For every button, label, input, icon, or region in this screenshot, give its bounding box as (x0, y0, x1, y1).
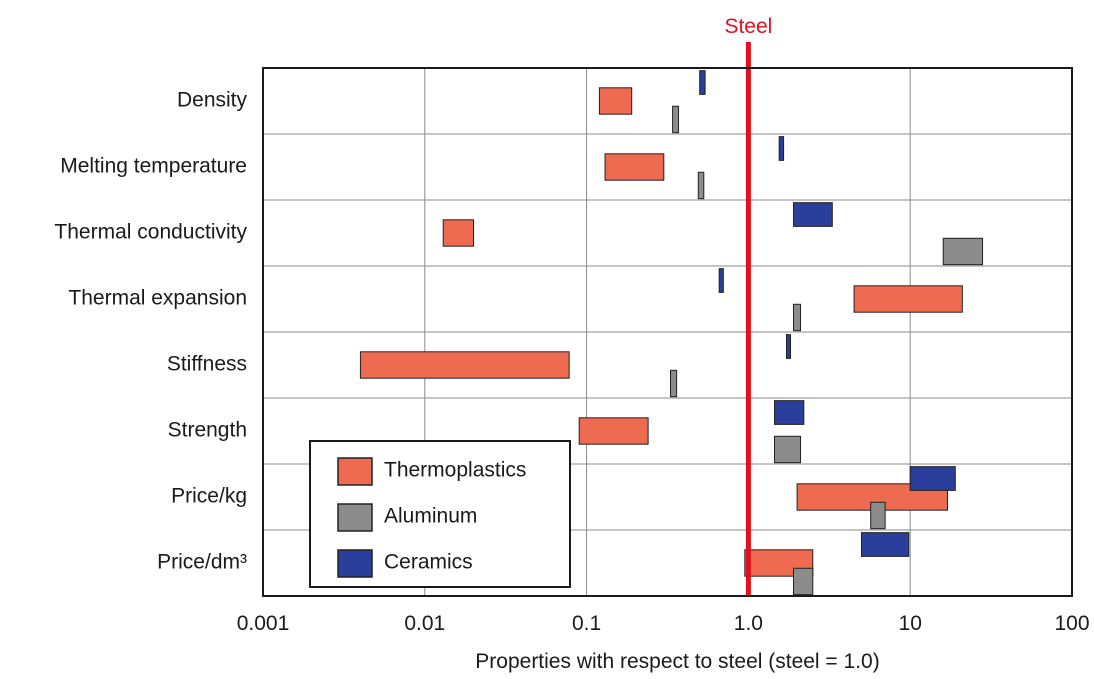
legend-label-ceramics: Ceramics (384, 551, 473, 574)
aluminum-range-bar (870, 501, 886, 530)
x-tick-label: 0.001 (237, 612, 290, 635)
ceramics-range-bar (774, 400, 805, 425)
aluminum-range-bar (672, 105, 680, 134)
category-label: Thermal expansion (68, 287, 247, 310)
thermoplastics-range-bar (359, 351, 570, 379)
thermoplastics-range-bar (853, 285, 963, 313)
thermoplastics-range-bar (604, 153, 665, 181)
x-tick-labels: 0.001 0.01 0.1 1.0 10 100 (237, 612, 1090, 635)
steel-reference-label: Steel (724, 15, 772, 38)
thermoplastics-range-bar (744, 549, 814, 577)
thermoplastics-range-bar (442, 219, 475, 247)
plot-frame (262, 67, 1073, 597)
category-label: Density (177, 89, 248, 112)
category-label: Price/kg (171, 485, 247, 508)
aluminum-range-bar (793, 567, 814, 596)
aluminum-range-bar (793, 303, 802, 332)
steel-reference: Steel (724, 15, 772, 596)
legend: Thermoplastics Aluminum Ceramics (309, 440, 571, 588)
x-tick-label: 1.0 (734, 612, 763, 635)
ceramics-range-bar (860, 532, 910, 557)
category-labels: Density Melting temperature Thermal conduc… (54, 89, 247, 574)
x-tick-label: 100 (1054, 612, 1089, 635)
category-label: Strength (168, 419, 247, 442)
aluminum-range-bar (942, 237, 984, 266)
ceramics-range-bar (718, 268, 724, 293)
aluminum-range-bar (774, 435, 802, 464)
category-label: Stiffness (167, 353, 247, 376)
x-axis-title: Properties with respect to steel (steel … (475, 650, 879, 673)
thermoplastics-range-bar (598, 87, 633, 115)
x-tick-label: 10 (899, 612, 922, 635)
bars (359, 70, 984, 596)
legend-swatch-thermoplastics (337, 457, 373, 486)
ceramics-range-bar (699, 70, 706, 95)
aluminum-range-bar (669, 369, 678, 398)
legend-label-thermoplastics: Thermoplastics (384, 459, 526, 482)
x-tick-label: 0.1 (572, 612, 601, 635)
ceramics-range-bar (793, 202, 833, 227)
legend-swatch-aluminum (337, 503, 373, 532)
ceramics-range-bar (786, 334, 792, 359)
x-tick-label: 0.01 (404, 612, 445, 635)
legend-label-aluminum: Aluminum (384, 505, 477, 528)
category-label: Price/dm³ (157, 551, 247, 574)
thermoplastics-range-bar (578, 417, 649, 445)
aluminum-range-bar (697, 171, 705, 200)
ceramics-range-bar (909, 466, 956, 491)
category-label: Thermal conductivity (54, 221, 247, 244)
ceramics-range-bar (778, 136, 785, 161)
category-label: Melting temperature (60, 155, 247, 178)
legend-swatch-ceramics (337, 549, 373, 578)
